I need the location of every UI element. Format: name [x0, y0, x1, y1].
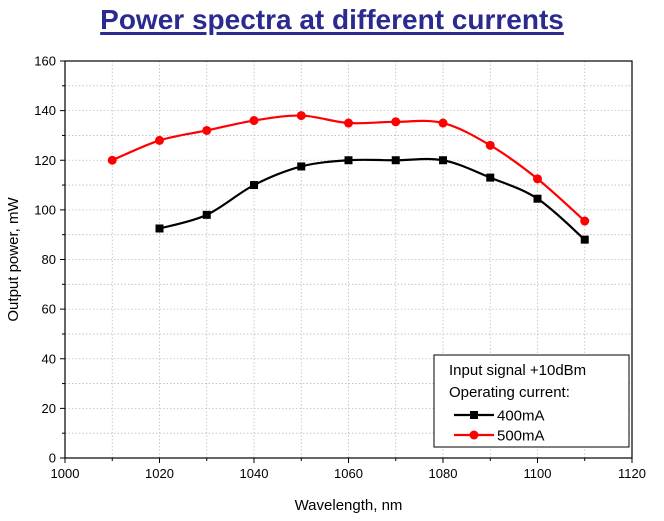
x-tick-label: 1040	[240, 466, 269, 481]
data-point-400mA	[486, 173, 495, 182]
x-tick-label: 1120	[618, 466, 646, 481]
data-point-500mA	[202, 125, 212, 135]
legend-marker-500mA	[469, 430, 479, 440]
x-tick-label: 1060	[334, 466, 363, 481]
data-point-500mA	[296, 111, 306, 121]
data-point-400mA	[439, 156, 447, 165]
y-tick-label: 100	[34, 202, 56, 217]
data-point-500mA	[391, 117, 401, 127]
x-tick-label: 1100	[524, 466, 552, 481]
legend: Input signal +10dBm Operating current: 4…	[433, 354, 630, 448]
y-axis-title: Output power, mW	[5, 197, 22, 322]
y-tick-label: 140	[34, 103, 56, 118]
y-tick-label: 20	[42, 401, 56, 416]
legend-label-500mA: 500mA	[497, 428, 545, 445]
legend-marker-400mA	[470, 411, 478, 419]
data-point-500mA	[580, 216, 590, 226]
legend-header-operating-current: Operating current:	[449, 384, 570, 401]
legend-box	[433, 354, 630, 448]
y-tick-label: 160	[34, 54, 56, 69]
series-line-400mA	[159, 157, 586, 241]
data-point-500mA	[107, 155, 117, 165]
grid-layer	[65, 61, 632, 458]
y-tick-label: 80	[42, 252, 56, 267]
chart-title: Power spectra at different currents	[100, 4, 564, 35]
x-axis-title: Wavelength, nm	[295, 497, 403, 514]
data-point-400mA	[580, 235, 589, 244]
legend-label-400mA: 400mA	[497, 408, 545, 425]
data-point-400mA	[297, 162, 306, 171]
data-point-500mA	[249, 116, 259, 126]
data-point-400mA	[155, 224, 164, 233]
y-tick-label: 60	[42, 302, 56, 317]
data-point-400mA	[202, 210, 211, 219]
data-point-400mA	[344, 156, 353, 165]
y-tick-label: 40	[42, 351, 56, 366]
legend-entries: 400mA 500mA	[454, 408, 545, 445]
legend-header-input-signal: Input signal +10dBm	[449, 362, 586, 379]
data-point-400mA	[391, 156, 400, 165]
x-tick-label: 1000	[51, 466, 80, 481]
data-point-500mA	[438, 118, 448, 128]
data-point-400mA	[250, 181, 258, 190]
series-markers	[107, 111, 590, 244]
data-point-500mA	[155, 135, 164, 145]
data-point-500mA	[533, 174, 542, 184]
x-tick-label: 1080	[429, 466, 458, 481]
data-point-400mA	[533, 194, 542, 203]
data-point-500mA	[485, 140, 495, 150]
y-tick-label: 0	[49, 451, 56, 466]
x-tick-label: 1020	[145, 466, 174, 481]
y-tick-label: 120	[34, 153, 56, 168]
data-point-500mA	[344, 118, 353, 128]
axis-ticks: 1000 1020 1040 1060 1080 1100 1120 0 20 40 60 80 100…	[34, 54, 646, 482]
